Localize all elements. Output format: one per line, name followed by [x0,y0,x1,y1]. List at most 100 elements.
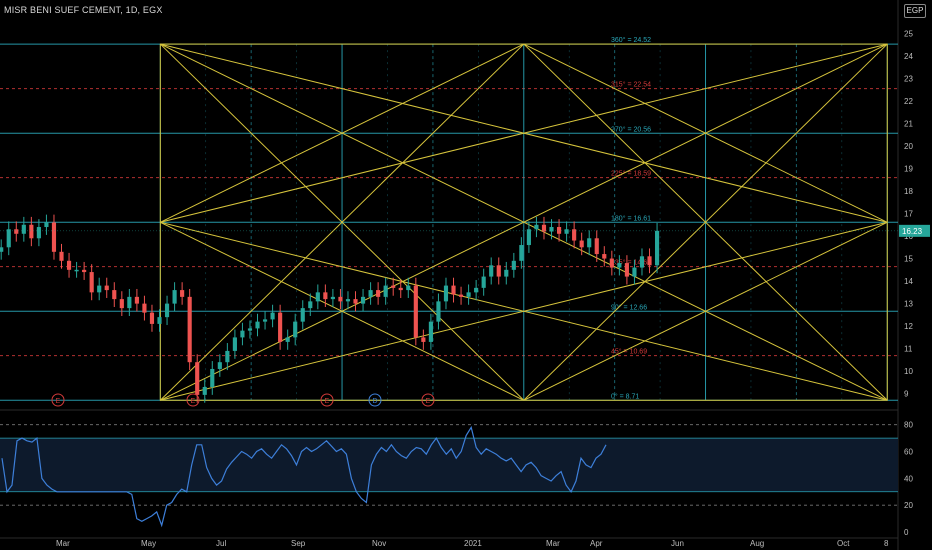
candle-body [391,285,396,288]
candle-body [504,269,509,277]
gann-box-frame [159,43,888,401]
time-axis-tick: 8 [884,539,889,548]
candle-body [511,260,516,270]
currency-badge[interactable]: EGP [904,4,926,18]
gann-fan-line [523,43,888,223]
candle-body [247,328,253,331]
candle-body [549,227,554,232]
candle-body [330,296,335,300]
price-axis-tick: 19 [904,164,913,173]
candle-body [36,227,41,239]
gann-level-label: 135° = 14.64 [611,259,651,267]
candle-body [639,256,645,268]
candle-body [82,269,87,273]
gann-level-label: 360° = 24.52 [611,36,651,44]
candle-body [293,321,298,338]
dividend-marker[interactable] [368,393,382,407]
candle-body [180,290,185,297]
candle-body [572,229,577,241]
earnings-marker[interactable] [421,393,435,407]
candle-body [338,296,343,302]
price-axis-tick: 14 [904,277,913,286]
candle-body [458,294,464,297]
candle-body [398,287,403,291]
candle-body [556,227,562,234]
price-axis-tick: 18 [904,187,913,196]
price-axis-tick: 11 [904,345,913,354]
candle-body [164,303,170,318]
price-axis-tick: 17 [904,210,913,219]
price-axis-tick: 10 [904,367,913,376]
candle-body [624,263,629,277]
candle-body [104,285,109,291]
rsi-axis-tick: 60 [904,448,913,457]
price-axis-tick: 21 [904,119,913,128]
candle-body [534,224,539,230]
time-axis-tick: May [141,539,156,548]
gann-level-label: 225° = 18.59 [611,170,651,178]
price-axis-tick: 25 [904,29,913,38]
gann-fan-line [160,43,525,223]
event-marker-label: E [56,398,61,405]
candle-body [149,312,155,324]
event-marker-label: E [191,398,196,405]
candle-body [187,296,192,363]
candle-body [541,224,547,232]
gann-fan-line [160,221,888,401]
candle-body [278,312,283,342]
candle-body [594,238,599,255]
candle-body [29,224,34,239]
candle-body [345,299,351,302]
time-axis-tick: Aug [750,539,764,548]
earnings-marker[interactable] [51,393,65,407]
candle-body [0,247,4,252]
rsi-axis-tick: 80 [904,421,913,430]
earnings-marker[interactable] [186,393,200,407]
rsi-axis-tick: 40 [904,474,913,483]
gann-level-label: 90° = 12.66 [611,303,647,311]
candle-body [202,386,207,395]
candle-body [59,251,64,261]
candle-body [481,276,486,288]
candle-body [232,337,237,351]
gann-level-label: 270° = 20.56 [611,125,651,133]
gann-fan-line [523,43,888,401]
candle-body [466,292,471,297]
price-axis-tick: 22 [904,97,913,106]
earnings-marker[interactable] [320,393,334,407]
candle-body [579,240,584,248]
candle-body [451,285,456,295]
candle-body [225,350,230,363]
candle-body [172,290,177,304]
time-axis-tick: Jul [216,539,226,548]
candle-body [428,321,433,342]
rsi-band [0,438,898,492]
candle-body [368,290,373,297]
candle-body [315,292,320,302]
candle-body [6,229,11,248]
gann-level-label: 0° = 8.71 [611,392,639,400]
gann-fan-line [160,221,525,401]
rsi-line [1,425,607,528]
candle-body [142,303,147,313]
gann-level-label: 180° = 16.61 [611,214,651,222]
price-axis-tick: 9 [904,390,909,399]
candle-body [654,230,660,266]
candle-body [353,299,358,304]
candle-body [421,337,426,342]
candle-body [609,258,614,268]
time-axis-tick: Oct [837,539,850,548]
price-axis-tick: 15 [904,255,913,264]
gann-fan-line [523,221,888,401]
candle-body [44,222,49,228]
candle-body [406,285,411,291]
candle-body [97,285,102,293]
candle-body [474,287,479,293]
gann-fan-line [160,43,888,223]
event-marker-label: E [325,398,330,405]
candle-body [119,299,124,309]
candle-body [112,290,117,300]
price-axis-tick: 23 [904,74,913,83]
candle-body [134,296,139,304]
